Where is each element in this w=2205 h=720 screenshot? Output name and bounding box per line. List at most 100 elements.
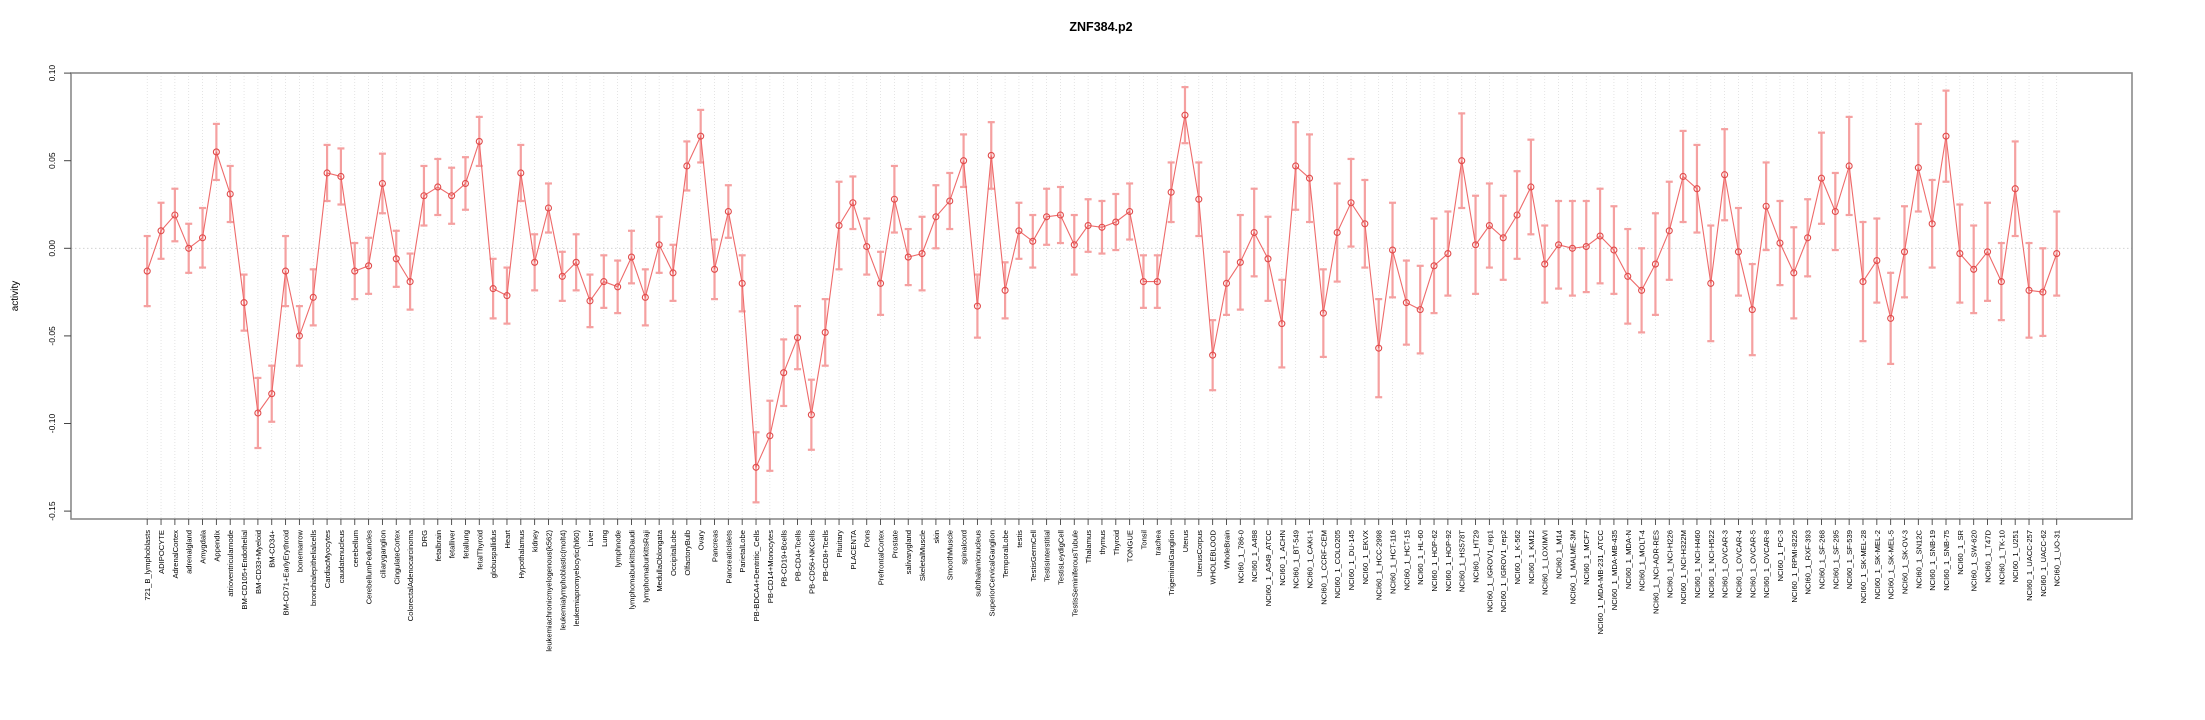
x-tick-label: BM-CD34+	[268, 529, 277, 567]
data-point	[1361, 220, 1369, 228]
y-axis-tick-labels: 0.10 0.05 0.00 -0.05 -0.10 -0.15	[47, 65, 57, 521]
x-tick-label: caudatenucleus	[337, 530, 346, 583]
data-point	[337, 172, 345, 181]
x-tick-label: NCI60_1_UACC-257	[2025, 530, 2034, 601]
data-point	[392, 255, 400, 263]
data-point	[1388, 246, 1397, 254]
data-point	[1126, 207, 1134, 216]
data-point	[1845, 162, 1853, 170]
data-point	[282, 267, 290, 275]
x-tick-label: NCI60_1_RPMI-8226	[1790, 530, 1799, 603]
x-tick-label: Uterus	[1181, 530, 1190, 553]
x-tick-label: SmoothMuscle	[946, 530, 955, 580]
data-point	[1292, 162, 1300, 170]
x-tick-label: NCI60_1_NCI-H522	[1707, 530, 1716, 598]
x-tick-label: TestisLeydigCell	[1056, 530, 1065, 585]
data-point	[544, 204, 553, 212]
data-point	[365, 262, 373, 270]
data-point	[1693, 185, 1701, 193]
x-tick-label: SkeletalMuscle	[918, 530, 927, 581]
x-tick-label: trachea	[1153, 529, 1162, 555]
x-tick-label: NCI60_1_HCT-116	[1389, 530, 1398, 594]
y-tick-label: -0.10	[47, 414, 57, 434]
data-point	[2011, 185, 2019, 193]
x-tick-label: NCI60_1_T47D	[1984, 529, 1993, 582]
y-tick-label: 0.10	[47, 65, 57, 82]
x-tick-label: UterusCorpus	[1195, 530, 1204, 577]
x-tick-label: Pituitary	[835, 530, 844, 558]
data-point	[1734, 248, 1743, 256]
x-tick-label: TestisSeminiferousTubule	[1070, 530, 1079, 617]
x-tick-label: NCI60_1_HOP-92	[1444, 530, 1453, 592]
data-point	[1195, 195, 1203, 203]
data-point	[697, 132, 705, 140]
data-point	[2053, 250, 2061, 258]
x-tick-label: Tonsil	[1139, 530, 1148, 550]
data-point	[434, 183, 442, 191]
data-point	[378, 179, 386, 188]
data-point	[323, 169, 331, 177]
x-tick-label: NCI60_1_OVCAR-3	[1721, 530, 1730, 598]
data-point	[2039, 288, 2047, 296]
data-point	[904, 253, 912, 261]
data-point	[669, 269, 677, 277]
data-point	[973, 302, 981, 310]
x-tick-label: Ovary	[697, 530, 706, 550]
x-tick-label: DRG	[420, 530, 429, 547]
data-point	[558, 272, 566, 280]
data-point	[572, 258, 580, 266]
data-point	[1098, 223, 1106, 231]
x-tick-label: fetallung	[461, 530, 470, 559]
data-point	[1914, 164, 1922, 172]
x-tick-label: NCI60_1_IGROV1_rep1	[1485, 530, 1494, 612]
x-tick-label: PrefrontalCortex	[877, 530, 886, 585]
x-tick-label: Heart	[503, 529, 512, 548]
x-tick-label: lymphomaburkittsDaudi	[627, 530, 636, 610]
x-tick-label: fetalliver	[448, 530, 457, 559]
data-point	[1458, 157, 1466, 165]
x-tick-label: NCI60_1_SK-MEL-2	[1873, 530, 1882, 599]
data-point	[890, 195, 898, 203]
x-tick-label: BM-CD33+Myeloid	[254, 530, 263, 594]
data-point	[1347, 199, 1355, 207]
data-point	[1416, 306, 1424, 314]
x-tick-label: NCI60_1_MOLT-4	[1638, 530, 1647, 591]
x-tick-label: PB-CD19+Bcells	[780, 530, 789, 587]
error-bars	[143, 86, 2061, 504]
x-tick-label: kidney	[531, 530, 540, 552]
data-point	[1250, 228, 1258, 237]
x-tick-label: NCI60_1_OVCAR-8	[1762, 530, 1771, 598]
x-tick-label: PB-CD8+Tcells	[821, 530, 830, 581]
x-tick-label: TestisInterstitial	[1043, 530, 1052, 582]
y-tick-label: -0.05	[47, 326, 57, 346]
x-tick-label: atrioventricularnode	[226, 530, 235, 597]
x-tick-label: CardiacMyocytes	[323, 530, 332, 588]
x-tick-label: NCI60_1_TK-10	[1997, 530, 2006, 585]
x-tick-label: NCI60_1_SK-MEL-5	[1887, 530, 1896, 599]
data-point	[1043, 213, 1051, 221]
x-axis-labels: 721_B_lymphoblasts ADIPOCYTE AdrenalCortex…	[143, 529, 2062, 652]
x-tick-label: SuperiorCervicalGanglion	[987, 530, 996, 617]
data-point	[1181, 111, 1189, 119]
data-point	[1056, 211, 1064, 219]
data-point	[1887, 314, 1895, 322]
x-tick-label: BM-CD71+EarlyErythroid	[282, 530, 291, 615]
x-tick-label: TestisGermCell	[1029, 530, 1038, 582]
x-tick-label: NCI60_1_SK-MEL-28	[1859, 530, 1868, 603]
data-point	[1942, 132, 1950, 140]
data-point	[614, 283, 622, 291]
data-point	[821, 328, 829, 336]
x-tick-label: NCI60_1_SF-539	[1845, 530, 1854, 589]
x-tick-label: NCI60_1_NCI-H460	[1693, 530, 1702, 598]
x-tick-label: NCI60_1_SF-268	[1817, 530, 1826, 589]
data-point	[1333, 228, 1341, 237]
x-tick-label: NCI60_1_PC-3	[1776, 530, 1785, 582]
data-point	[1900, 248, 1909, 256]
x-tick-label: NCI60_1_MDA-N	[1624, 530, 1633, 589]
x-tick-label: adrenalgland	[185, 530, 194, 574]
data-point	[946, 197, 954, 205]
data-point	[1776, 239, 1784, 247]
data-point	[351, 267, 359, 275]
x-tick-label: leukemiapromyelocytic(hl60)	[572, 530, 581, 627]
x-tick-label: testis	[1015, 530, 1024, 548]
